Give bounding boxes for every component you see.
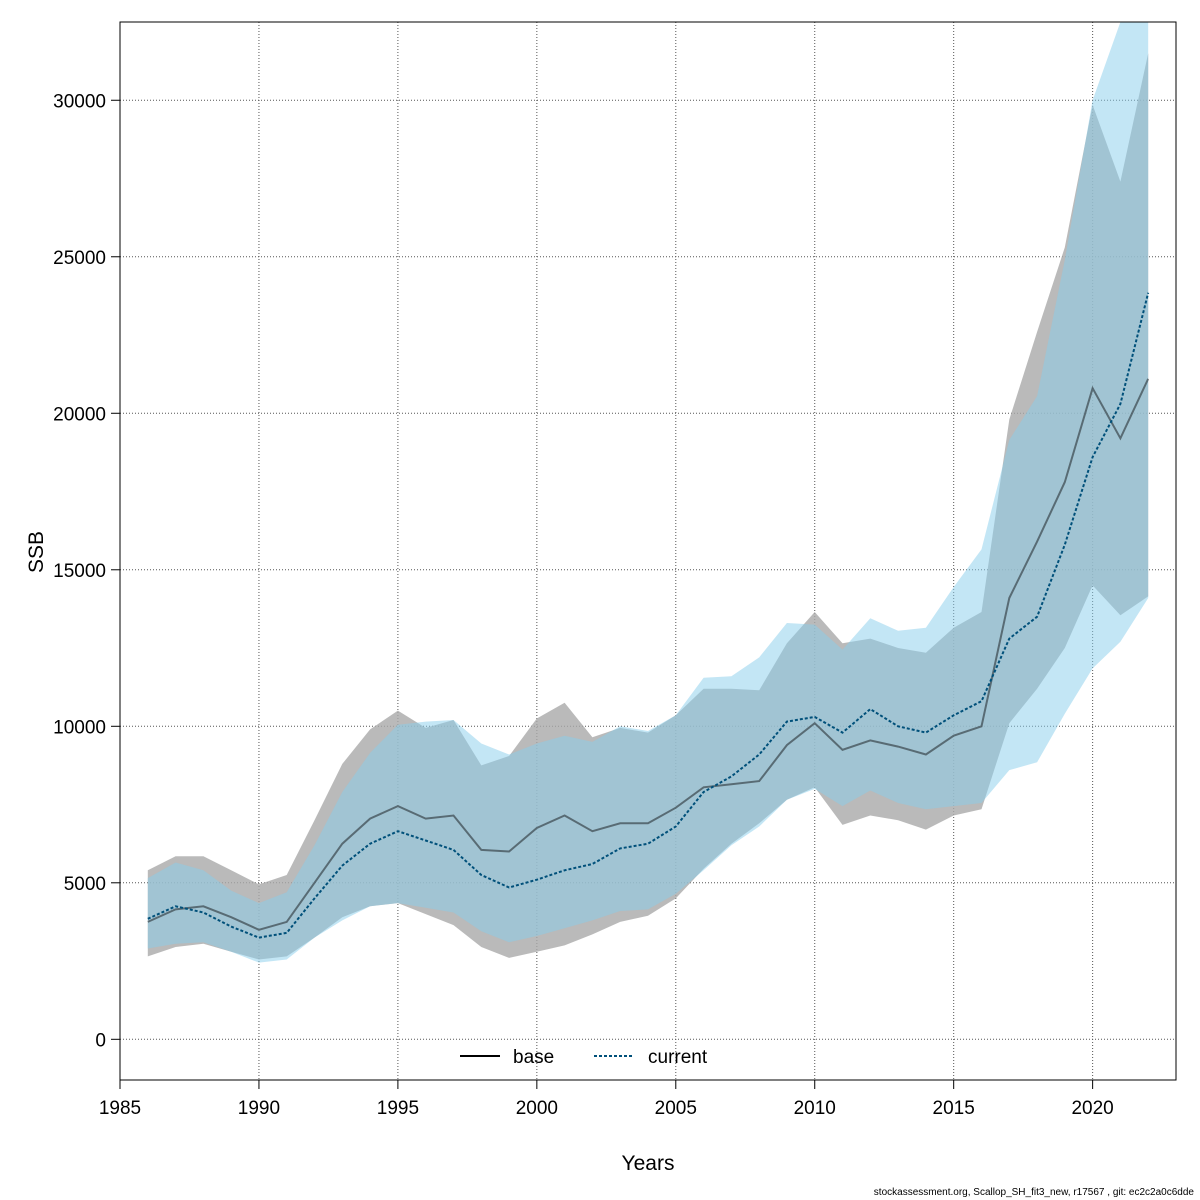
y-axis: 0 5000 10000 15000 20000 25000 30000 xyxy=(53,91,121,1051)
x-tick-label-2010: 2010 xyxy=(794,1098,836,1119)
x-tick-label-2000: 2000 xyxy=(516,1098,558,1119)
y-tick-label-20000: 20000 xyxy=(53,404,106,425)
legend-label-base: base xyxy=(513,1047,554,1068)
legend: base current xyxy=(460,1047,708,1068)
line-current xyxy=(147,292,1150,939)
confidence-bands xyxy=(147,22,1149,963)
y-tick-label-25000: 25000 xyxy=(53,248,106,269)
y-tick-label-30000: 30000 xyxy=(53,91,106,112)
y-tick-label-5000: 5000 xyxy=(64,874,106,895)
x-tick-label-1995: 1995 xyxy=(377,1098,419,1119)
x-axis: 1985 1990 1995 2000 2005 2010 2015 2020 xyxy=(99,1079,1114,1119)
y-tick-label-10000: 10000 xyxy=(53,717,106,738)
legend-label-current: current xyxy=(648,1047,708,1068)
x-tick-label-2015: 2015 xyxy=(933,1098,975,1119)
y-tick-label-15000: 15000 xyxy=(53,561,106,582)
band-current xyxy=(147,22,1149,963)
y-tick-label-0: 0 xyxy=(95,1030,106,1051)
x-tick-label-1985: 1985 xyxy=(99,1098,141,1119)
y-axis-title: SSB xyxy=(25,531,48,573)
x-tick-label-2020: 2020 xyxy=(1071,1098,1113,1119)
series-lines xyxy=(147,292,1150,939)
x-tick-label-1990: 1990 xyxy=(238,1098,280,1119)
x-tick-label-2005: 2005 xyxy=(655,1098,697,1119)
line-base xyxy=(147,378,1150,931)
x-axis-title: Years xyxy=(622,1152,675,1175)
footer-credit: stockassessment.org, Scallop_SH_fit3_new… xyxy=(873,1187,1194,1198)
